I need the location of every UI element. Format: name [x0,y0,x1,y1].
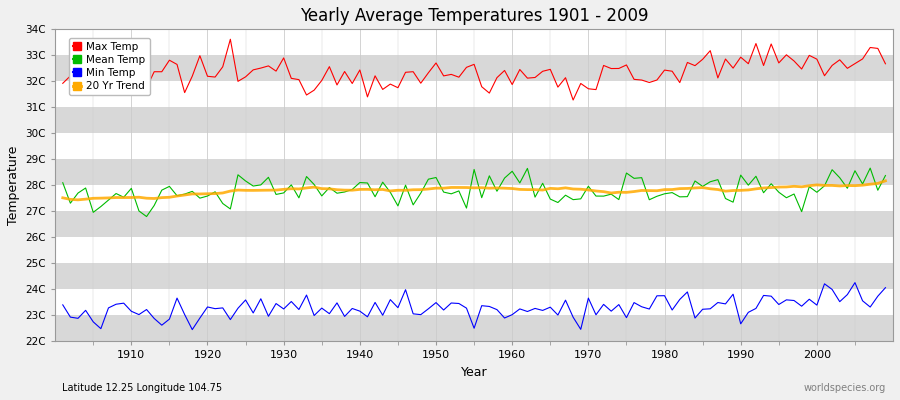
Text: Latitude 12.25 Longitude 104.75: Latitude 12.25 Longitude 104.75 [62,383,222,393]
Bar [55,29,893,55]
Bar [55,133,893,159]
Legend: Max Temp, Mean Temp, Min Temp, 20 Yr Trend: Max Temp, Mean Temp, Min Temp, 20 Yr Tre… [68,38,149,95]
X-axis label: Year: Year [461,366,488,379]
Text: worldspecies.org: worldspecies.org [804,383,886,393]
Bar [55,237,893,263]
Y-axis label: Temperature: Temperature [7,146,20,225]
Bar [55,81,893,107]
Bar [55,185,893,211]
Title: Yearly Average Temperatures 1901 - 2009: Yearly Average Temperatures 1901 - 2009 [300,7,648,25]
Bar [55,289,893,315]
